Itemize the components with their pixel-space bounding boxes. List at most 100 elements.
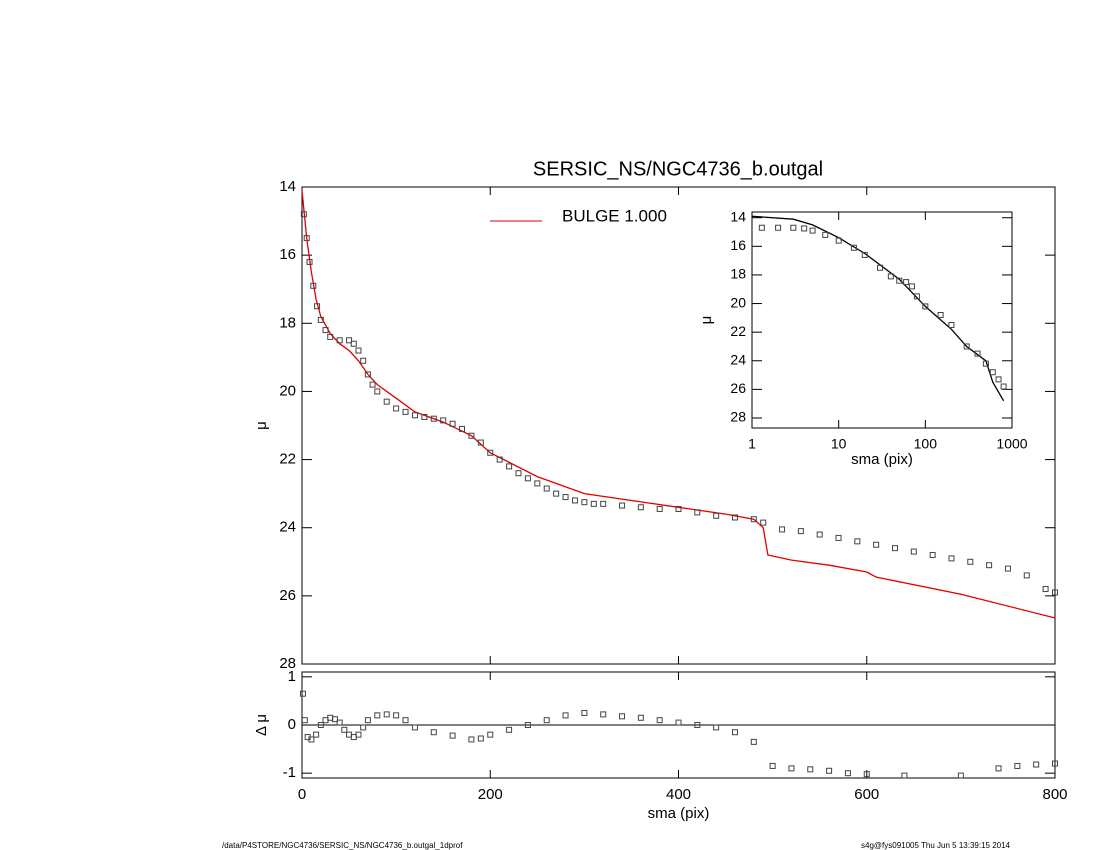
- data-point: [355, 731, 362, 738]
- data-point: [1042, 586, 1049, 593]
- y-tick-label: 16: [730, 237, 746, 253]
- data-point: [300, 211, 307, 218]
- inset-background: [752, 212, 1012, 428]
- data-point: [908, 283, 915, 290]
- data-point: [553, 490, 560, 497]
- data-point: [374, 712, 381, 719]
- data-point: [317, 316, 324, 323]
- y-tick-label: 22: [279, 451, 296, 468]
- y-tick-label: 28: [730, 409, 746, 425]
- chart-title: SERSIC_NS/NGC4736_b.outgal: [533, 158, 823, 180]
- data-point: [913, 293, 920, 300]
- data-point: [336, 719, 343, 726]
- data-point: [364, 717, 371, 724]
- data-point: [769, 762, 776, 769]
- y-tick-label: 24: [730, 351, 746, 367]
- data-point: [341, 726, 348, 733]
- data-point: [393, 712, 400, 719]
- data-point: [562, 494, 569, 501]
- data-point: [314, 303, 321, 310]
- x-tick-label: 400: [666, 786, 691, 803]
- data-point: [411, 724, 418, 731]
- footer-left: /data/P4STORE/NGC4736/SERSIC_NS/NGC4736_…: [222, 841, 463, 850]
- data-point: [571, 497, 578, 504]
- data-point: [910, 548, 917, 555]
- data-point: [360, 357, 367, 364]
- y-tick-label: 18: [730, 266, 746, 282]
- line-series: [751, 215, 1005, 402]
- data-point: [801, 225, 808, 232]
- data-point: [355, 347, 362, 354]
- data-point: [816, 531, 823, 538]
- y-tick-label: 28: [279, 655, 296, 672]
- data-point: [797, 528, 804, 535]
- data-point: [308, 736, 315, 743]
- y-axis-label: Δ μ: [253, 714, 270, 736]
- data-point: [331, 716, 338, 723]
- x-tick-label: 10: [831, 436, 847, 452]
- y-tick-label: 14: [730, 208, 746, 224]
- data-point: [937, 311, 944, 318]
- data-point: [891, 545, 898, 552]
- y-tick-label: 22: [730, 323, 746, 339]
- data-point: [826, 767, 833, 774]
- data-point: [468, 432, 475, 439]
- data-point: [850, 244, 857, 251]
- data-point: [303, 235, 310, 242]
- data-point: [421, 413, 428, 420]
- y-tick-label: 0: [288, 716, 296, 733]
- data-point: [922, 303, 929, 310]
- data-point: [619, 502, 626, 509]
- data-point: [449, 420, 456, 427]
- data-point: [995, 765, 1002, 772]
- data-point: [1052, 760, 1058, 767]
- x-axis-label: sma (pix): [648, 805, 710, 822]
- data-point: [779, 526, 786, 533]
- data-point: [854, 538, 861, 545]
- data-point: [383, 711, 390, 718]
- data-point: [310, 282, 317, 289]
- data-point: [775, 224, 782, 231]
- data-point: [873, 541, 880, 548]
- data-point: [364, 371, 371, 378]
- x-tick-label: 100: [914, 436, 938, 452]
- data-point: [656, 717, 663, 724]
- data-point: [809, 227, 816, 234]
- y-axis-label: μ: [253, 421, 270, 430]
- data-point: [948, 322, 955, 329]
- data-point: [322, 327, 329, 334]
- data-point: [995, 376, 1002, 383]
- data-point: [477, 439, 484, 446]
- data-point: [581, 709, 588, 716]
- data-point: [440, 417, 447, 424]
- data-point: [449, 732, 456, 739]
- x-tick-label: 800: [1042, 786, 1067, 803]
- data-point: [929, 551, 936, 558]
- data-point: [459, 425, 466, 432]
- x-tick-label: 1000: [996, 436, 1027, 452]
- data-point: [731, 514, 738, 521]
- data-point: [477, 735, 484, 742]
- data-point: [957, 772, 964, 779]
- data-point: [835, 534, 842, 541]
- data-point: [1052, 589, 1058, 596]
- data-point: [713, 512, 720, 519]
- data-point: [543, 485, 550, 492]
- data-point: [336, 337, 343, 344]
- data-point: [543, 717, 550, 724]
- data-point: [360, 724, 367, 731]
- data-point: [301, 717, 308, 724]
- data-point: [982, 360, 989, 367]
- x-axis-label: sma (pix): [851, 451, 913, 468]
- data-point: [346, 337, 353, 344]
- data-point: [675, 719, 682, 726]
- y-tick-label: 20: [279, 382, 296, 399]
- data-point: [374, 388, 381, 395]
- data-point: [989, 369, 996, 376]
- data-point: [861, 251, 868, 258]
- data-point: [675, 505, 682, 512]
- data-point: [487, 731, 494, 738]
- data-point: [590, 500, 597, 507]
- data-point: [619, 713, 626, 720]
